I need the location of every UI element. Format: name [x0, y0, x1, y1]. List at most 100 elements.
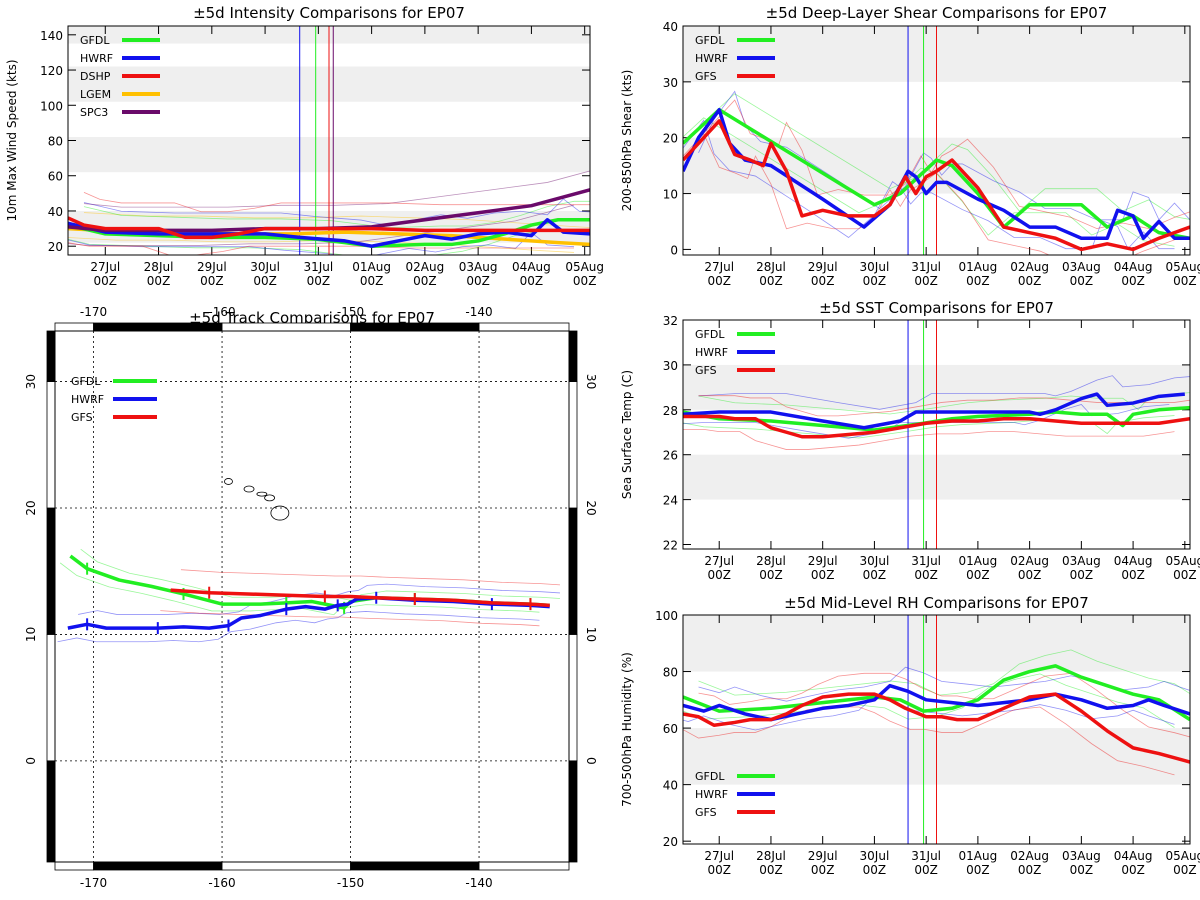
intensity-xtick-hour: 00Z [147, 274, 171, 288]
island-outline [243, 485, 255, 493]
intensity-xtick-hour: 00Z [200, 274, 224, 288]
sst-xtick-hour: 00Z [1121, 568, 1145, 582]
sst-ytick-label: 24 [663, 494, 678, 508]
sst-xtick-hour: 00Z [759, 568, 783, 582]
shear-faint-gfdl [698, 93, 1190, 220]
track-lon-label-top: -170 [80, 305, 107, 319]
intensity-xtick-day: 04Aug [512, 260, 551, 274]
sst-xtick-hour: 00Z [707, 568, 731, 582]
shear-title: ±5d Deep-Layer Shear Comparisons for EP0… [766, 4, 1108, 22]
track-series-gfs [170, 588, 550, 608]
rh-series-gfs [683, 692, 1190, 764]
sst-faint-hwrf [698, 375, 1190, 410]
track-lat-label-right: 0 [584, 757, 598, 765]
intensity-chart: ±5d Intensity Comparisons for EP07 10m Ma… [5, 4, 604, 288]
rh-xtick-day: 31Jul [911, 849, 941, 863]
island-outline [256, 491, 268, 497]
intensity-legend-label: HWRF [80, 52, 113, 65]
rh-xtick-day: 30Jul [860, 849, 890, 863]
shear-ytick-label: 0 [670, 243, 678, 257]
shear-ytick-label: 30 [663, 76, 678, 90]
track-border-right [568, 381, 578, 509]
rh-xtick-day: 29Jul [808, 849, 838, 863]
intensity-ytick-label: 100 [40, 99, 63, 113]
track-border-top [54, 322, 94, 332]
shear-xtick-day: 01Aug [959, 260, 998, 274]
sst-ytick-label: 32 [663, 314, 678, 328]
sst-xtick-hour: 00Z [1070, 568, 1094, 582]
rh-xtick-hour: 00Z [759, 863, 783, 877]
rh-xtick-hour: 00Z [811, 863, 835, 877]
rh-ytick-label: 40 [663, 779, 678, 793]
track-lon-label-bottom: -150 [337, 876, 364, 890]
shear-frame [682, 25, 1191, 256]
track-border-left [46, 330, 56, 382]
track-border-top [221, 322, 351, 332]
intensity-xtick-hour: 00Z [573, 274, 597, 288]
sst-xtick-day: 31Jul [911, 554, 941, 568]
sst-xtick-day: 30Jul [860, 554, 890, 568]
rh-faint-gfs [698, 672, 1190, 738]
rh-xtick-hour: 00Z [1018, 863, 1042, 877]
rh-faint-gfdl [698, 649, 1190, 696]
shear-xtick-day: 28Jul [756, 260, 786, 274]
rh-ytick-label: 20 [663, 835, 678, 849]
track-lon-label-top: -140 [465, 305, 492, 319]
intensity-xtick-hour: 00Z [466, 274, 490, 288]
intensity-ylabel: 10m Max Wind Speed (kts) [5, 59, 19, 221]
rh-xtick-day: 04Aug [1114, 849, 1153, 863]
rh-ytick-label: 60 [663, 722, 678, 736]
intensity-xtick-day: 27Jul [90, 260, 120, 274]
track-frame [54, 330, 570, 863]
sst-xtick-day: 02Aug [1010, 554, 1049, 568]
intensity-title: ±5d Intensity Comparisons for EP07 [193, 4, 465, 22]
shear-plot-area [683, 26, 1190, 255]
shear-faint-gfs [683, 133, 1175, 255]
shear-xtick-day: 31Jul [911, 260, 941, 274]
shear-xtick-hour: 00Z [707, 274, 731, 288]
intensity-ytick-label: 120 [40, 64, 63, 78]
sst-title: ±5d SST Comparisons for EP07 [819, 299, 1054, 317]
sst-xtick-hour: 00Z [863, 568, 887, 582]
track-title: ±5d Track Comparisons for EP07 [189, 309, 435, 327]
rh-xtick-day: 05Aug [1165, 849, 1200, 863]
rh-legend-label: GFS [695, 806, 717, 819]
intensity-xtick-hour: 00Z [413, 274, 437, 288]
shear-legend-label: GFS [695, 70, 717, 83]
rh-xtick-day: 27Jul [704, 849, 734, 863]
track-lon-label-bottom: -140 [465, 876, 492, 890]
shear-xtick-hour: 00Z [1018, 274, 1042, 288]
sst-ytick-label: 26 [663, 449, 678, 463]
track-border-left [46, 634, 56, 762]
track-border-bottom [350, 861, 480, 871]
sst-legend-label: HWRF [695, 346, 728, 359]
shear-xtick-day: 05Aug [1165, 260, 1200, 274]
track-border-top [350, 322, 480, 332]
track-legend-label: HWRF [71, 393, 104, 406]
sst-xtick-hour: 00Z [1018, 568, 1042, 582]
rh-legend-label: HWRF [695, 788, 728, 801]
sst-faint-gfs [698, 395, 1190, 417]
shear-xtick-day: 03Aug [1062, 260, 1101, 274]
track-border-top [93, 322, 223, 332]
intensity-legend-label: SPC3 [80, 106, 108, 119]
rh-xtick-hour: 00Z [1173, 863, 1197, 877]
intensity-faint-spc3 [83, 170, 590, 208]
track-border-left [46, 381, 56, 509]
intensity-faint-dshp [68, 242, 575, 255]
sst-faint-gfs [683, 428, 1175, 450]
sst-chart: ±5d SST Comparisons for EP07 Sea Surface … [620, 299, 1200, 582]
rh-plot-area [683, 615, 1190, 844]
track-border-bottom [221, 861, 351, 871]
rh-xtick-day: 02Aug [1010, 849, 1049, 863]
sst-series-hwrf [683, 392, 1185, 430]
track-faint-gfs [180, 569, 561, 586]
track-lat-label-right: 20 [584, 500, 598, 515]
track-faint-hwrf [57, 611, 540, 643]
intensity-legend-label: LGEM [80, 88, 111, 101]
sst-ytick-label: 28 [663, 404, 678, 418]
shear-xtick-hour: 00Z [1070, 274, 1094, 288]
track-lat-label-left: 0 [24, 757, 38, 765]
track-border-bottom [478, 861, 570, 871]
sst-xtick-hour: 00Z [966, 568, 990, 582]
